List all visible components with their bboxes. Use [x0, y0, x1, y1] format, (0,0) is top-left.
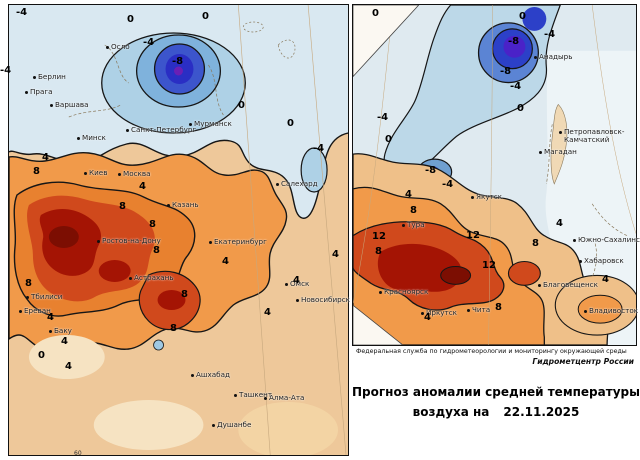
- coastline-dashes: [545, 124, 628, 278]
- forecast-date: 22.11.2025: [503, 405, 580, 419]
- island-outline: [242, 21, 264, 33]
- forecast-title-line2: воздуха на: [412, 405, 490, 419]
- graticule-lines: [238, 5, 347, 455]
- cold-strong-patch: [522, 6, 547, 31]
- cold-core-region: [503, 35, 526, 58]
- hot-region-3: [157, 290, 186, 310]
- graticule-label-60: 60: [74, 450, 82, 457]
- agency-name: Федеральная служба по гидрометеорологии …: [356, 348, 627, 355]
- cool-spot: [153, 339, 164, 351]
- warm-region-se: [577, 294, 623, 324]
- kamchatka-strip: [550, 103, 568, 185]
- map-panel-west: [8, 4, 349, 456]
- cool-pocket-region: [300, 147, 328, 193]
- hot-region: [377, 243, 462, 292]
- warm-strong-patch: [507, 260, 541, 286]
- projection-corner-nw: [353, 5, 420, 78]
- coastline-dashes: [68, 44, 224, 118]
- hot-region-2: [98, 260, 131, 282]
- mild-region-2: [93, 400, 204, 450]
- projection-corner-sw: [353, 304, 404, 345]
- island-outline-2: [277, 39, 296, 59]
- hydromet-center-name: Гидрометцентр России: [532, 357, 634, 366]
- mild-region: [28, 335, 105, 379]
- mild-region-3: [238, 402, 339, 455]
- forecast-title-line2-row: воздуха на 22.11.2025: [352, 405, 640, 419]
- east-map-graphic: [353, 5, 636, 345]
- hot-core-region: [48, 226, 79, 248]
- graticule-lines: [353, 5, 636, 345]
- map-panel-east: [352, 4, 637, 346]
- forecast-title-line1: Прогноз аномалии средней температуры: [352, 385, 640, 399]
- hot-core-region: [440, 265, 472, 285]
- forecast-title: Прогноз аномалии средней температуры воз…: [352, 385, 640, 419]
- cold-extreme-spot: [174, 66, 183, 76]
- west-map-graphic: [9, 5, 348, 455]
